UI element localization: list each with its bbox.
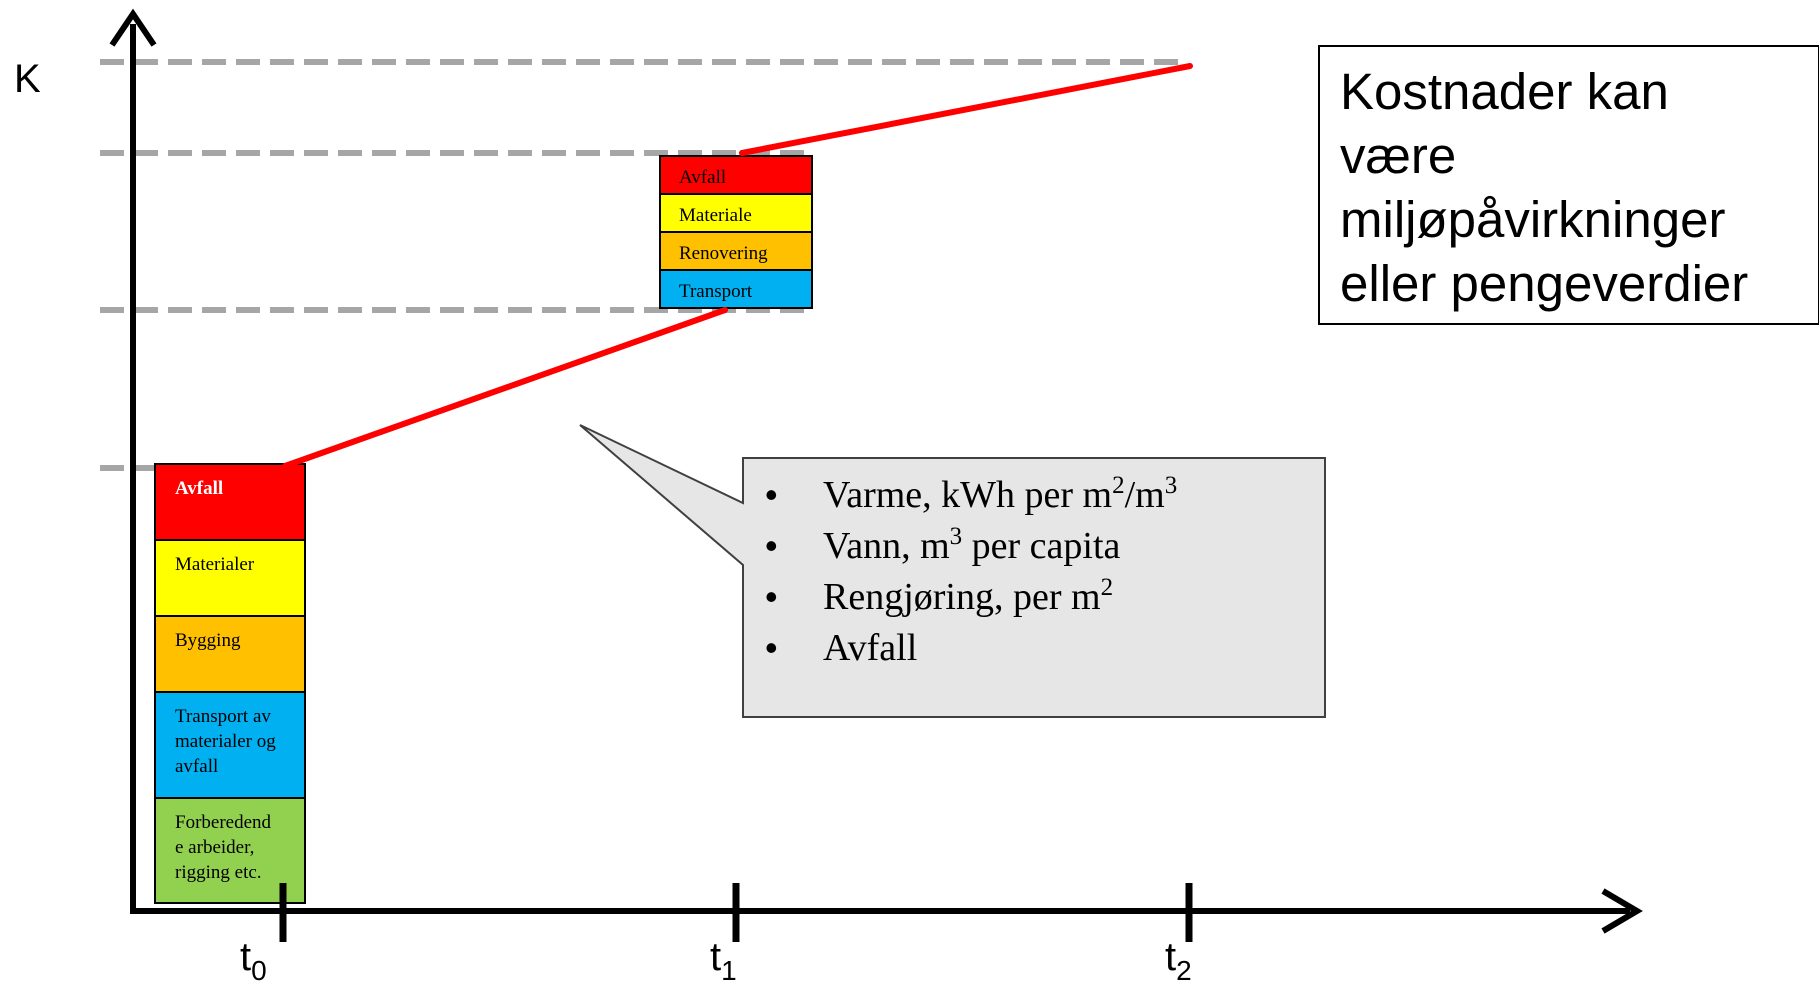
callout-bullet: •	[765, 525, 778, 566]
y-axis-label: K	[14, 57, 41, 101]
callout-shape	[579, 424, 1326, 718]
stack-t1-segment-0	[659, 155, 813, 195]
callout-list: • Varme, kWh per m2/m3 • Vann, m3 per capit…	[765, 472, 1177, 669]
stack-t0-segment-0	[154, 463, 306, 541]
callout-item: Avfall	[823, 627, 917, 669]
cost-line-segment-1	[282, 307, 728, 469]
stack-t0-segment-label: avfall	[175, 756, 218, 777]
stack-t1-segment-label: Materiale	[679, 205, 752, 226]
stack-t0-segment-2	[154, 615, 306, 693]
stack-t0-segment-label: Transport av	[175, 706, 271, 727]
cost-line	[282, 63, 1193, 469]
note-box: Kostnader kan være miljøpåvirkninger ell…	[1318, 45, 1819, 325]
stack-t0-segment-1	[154, 539, 306, 617]
stack-t0-segment-label: rigging etc.	[175, 862, 262, 883]
note-line: eller pengeverdier	[1340, 255, 1749, 312]
stack-t0-segment-label: Forberedend	[175, 812, 272, 833]
x-axis-arrowhead	[1601, 888, 1643, 934]
stack-t1-segment-3	[659, 269, 813, 309]
callout-bullet: •	[765, 627, 778, 668]
stack-t0: Avfall Materialer Bygging Transport av mater…	[154, 463, 306, 904]
x-tick-labels: t0 t1 t2	[240, 935, 1192, 985]
stack-t1: Avfall Materiale Renovering Transport	[659, 155, 813, 309]
x-tick-label-t0: t0	[240, 935, 267, 985]
cost-line-segment-2	[739, 63, 1193, 156]
y-axis-arrowhead	[109, 8, 157, 47]
x-tick-label-t1: t1	[710, 935, 737, 985]
stack-t1-segment-label: Renovering	[679, 243, 768, 264]
callout-bullet: •	[765, 474, 778, 515]
callout: • Varme, kWh per m2/m3 • Vann, m3 per capit…	[579, 424, 1326, 718]
callout-item: Rengjøring, per m2	[823, 574, 1113, 618]
callout-item: Varme, kWh per m2/m3	[823, 472, 1177, 516]
stack-t0-segment-3	[154, 691, 306, 799]
stack-t0-segment-label: Materialer	[175, 554, 255, 575]
stack-t0-segment-label: materialer og	[175, 731, 276, 752]
callout-item: Vann, m3 per capita	[823, 523, 1121, 567]
stack-t1-segment-label: Transport	[679, 281, 753, 302]
stack-t0-segment-label: Bygging	[175, 630, 241, 651]
stack-t0-segment-label: e arbeider,	[175, 837, 254, 858]
note-line: miljøpåvirkninger	[1340, 191, 1726, 248]
note-line: Kostnader kan	[1340, 63, 1669, 120]
note-line: være	[1340, 127, 1457, 184]
stack-t0-segment-label: Avfall	[175, 478, 223, 499]
dashed-guides	[100, 59, 1185, 471]
stack-t1-segment-2	[659, 231, 813, 271]
axes	[109, 8, 1643, 942]
callout-bullet: •	[765, 576, 778, 617]
stack-t1-segment-1	[659, 193, 813, 233]
stack-t1-segment-label: Avfall	[679, 167, 726, 188]
x-tick-label-t2: t2	[1165, 935, 1192, 985]
